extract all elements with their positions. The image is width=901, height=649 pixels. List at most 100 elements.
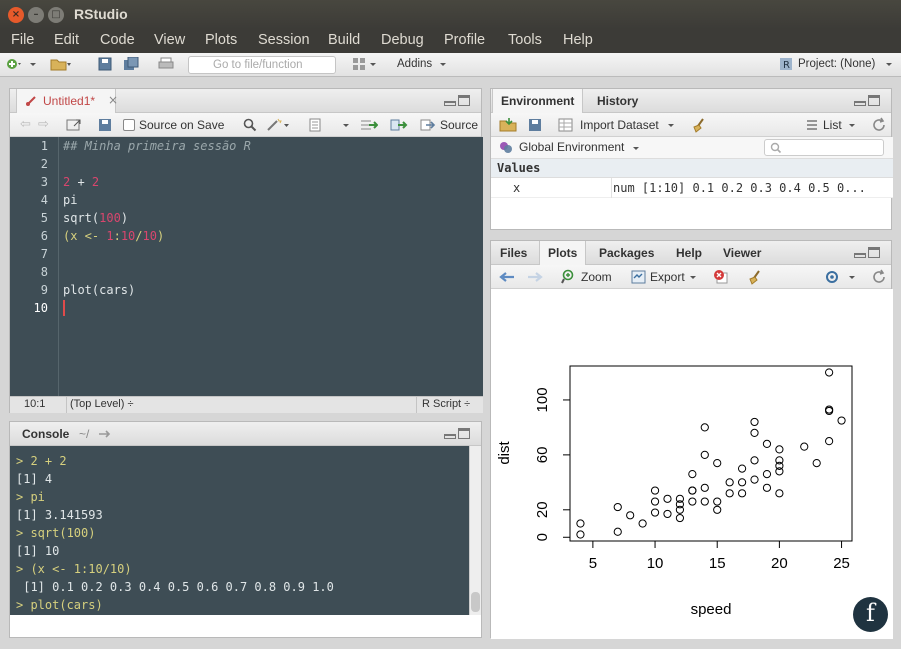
console-line: [1] 4	[16, 472, 53, 486]
tab-close-icon[interactable]: ×	[108, 93, 119, 107]
rerun-icon[interactable]	[390, 118, 408, 132]
list-view-selector[interactable]: List	[823, 118, 842, 132]
addins-menu[interactable]: Addins	[397, 58, 433, 70]
data-point	[750, 456, 759, 465]
open-folder-icon[interactable]	[50, 57, 72, 71]
previous-plot-icon[interactable]	[499, 271, 515, 283]
data-point	[650, 497, 660, 506]
scope-selector[interactable]: (Top Level) ÷	[70, 398, 134, 410]
menu-session[interactable]: Session	[258, 32, 310, 48]
tab-help[interactable]: Help	[668, 241, 710, 265]
text-cursor	[63, 300, 65, 316]
list-dropdown-icon[interactable]	[847, 118, 857, 132]
save-workspace-icon[interactable]	[528, 118, 542, 132]
import-dataset-button[interactable]: Import Dataset	[580, 118, 659, 132]
menu-build[interactable]: Build	[328, 32, 361, 48]
export-button[interactable]: Export	[650, 270, 685, 284]
save-all-icon[interactable]	[123, 57, 139, 71]
show-in-window-icon[interactable]	[66, 118, 82, 132]
new-file-icon[interactable]	[6, 57, 22, 71]
plots-minmax[interactable]	[854, 247, 880, 259]
addins-dropdown-icon[interactable]	[438, 57, 448, 71]
menu-debug[interactable]: Debug	[381, 32, 424, 48]
source-button[interactable]: Source	[440, 118, 479, 132]
console-title[interactable]: Console	[22, 427, 70, 441]
console-goto-dir-icon[interactable]	[98, 428, 112, 440]
export-dropdown-icon[interactable]	[688, 270, 698, 284]
code-tools-wand-icon[interactable]	[266, 118, 290, 132]
tab-environment[interactable]: Environment	[492, 89, 584, 113]
data-point	[750, 417, 759, 427]
project-menu[interactable]: Project: (None)	[798, 58, 876, 70]
file-type-selector[interactable]: R Script ÷	[422, 398, 471, 410]
goto-file-input[interactable]: Go to file/function	[188, 56, 336, 74]
menu-profile[interactable]: Profile	[444, 32, 486, 48]
menu-view[interactable]: View	[154, 32, 186, 48]
import-dataset-icon[interactable]	[558, 118, 576, 132]
compile-report-icon[interactable]	[308, 118, 322, 132]
editor-save-icon[interactable]	[98, 118, 112, 132]
tab-packages[interactable]: Packages	[591, 241, 662, 265]
console-scroll-thumb[interactable]	[471, 592, 480, 612]
editor-minmax[interactable]	[444, 95, 470, 107]
run-line-icon[interactable]	[360, 118, 378, 132]
console-minmax[interactable]	[444, 428, 470, 440]
source-icon[interactable]	[420, 118, 436, 132]
global-environment-selector[interactable]: Global Environment	[519, 140, 625, 154]
environment-search-input[interactable]	[764, 139, 884, 156]
window-minimize-button[interactable]: –	[28, 7, 44, 23]
zoom-magnifier-icon[interactable]	[561, 269, 577, 285]
menu-tools[interactable]: Tools	[508, 32, 542, 48]
console-scrollbar[interactable]	[469, 446, 481, 615]
source-on-save-label: Source on Save	[139, 118, 225, 132]
source-on-save-checkbox[interactable]	[123, 119, 135, 131]
console-output[interactable]: > 2 + 2 [1] 4 > pi [1] 3.141593 > sqrt(1…	[10, 446, 472, 615]
tab-history[interactable]: History	[589, 89, 646, 113]
export-icon[interactable]	[631, 270, 647, 284]
tab-untitled1[interactable]: Untitled1*	[16, 89, 116, 113]
plots-refresh-icon[interactable]	[871, 269, 887, 285]
window-close-button[interactable]: ×	[8, 7, 24, 23]
menu-plots[interactable]: Plots	[205, 32, 238, 48]
find-magnifier-icon[interactable]	[243, 118, 257, 132]
console-tabstrip: Console ~/	[10, 422, 481, 446]
env-variable-row[interactable]: x num [1:10] 0.1 0.2 0.3 0.4 0.5 0...	[491, 178, 893, 198]
env-column-divider	[611, 178, 612, 198]
clear-broom-icon[interactable]	[691, 117, 707, 133]
env-scope-dropdown-icon[interactable]	[631, 142, 641, 154]
load-workspace-icon[interactable]	[499, 117, 519, 132]
import-dropdown-icon[interactable]	[666, 118, 676, 132]
tab-plots[interactable]: Plots	[539, 241, 587, 265]
clear-plots-broom-icon[interactable]	[747, 269, 763, 285]
zoom-button[interactable]: Zoom	[581, 270, 612, 284]
menu-help[interactable]: Help	[563, 32, 593, 48]
next-plot-icon[interactable]	[527, 271, 543, 283]
forward-arrow-icon[interactable]: ⇨	[38, 116, 49, 131]
editor-toolbar: ⇦ ⇨ Source on Save Source	[10, 113, 481, 137]
window-maximize-button[interactable]: □	[48, 7, 64, 23]
data-point	[737, 489, 747, 498]
print-icon[interactable]	[158, 57, 174, 71]
save-icon[interactable]	[97, 57, 113, 71]
menu-code[interactable]: Code	[100, 32, 135, 48]
back-arrow-icon[interactable]: ⇦	[20, 116, 31, 131]
remove-plot-icon[interactable]	[713, 269, 729, 285]
publish-icon[interactable]	[823, 270, 841, 284]
menu-file[interactable]: File	[11, 32, 35, 48]
tab-packages-label: Packages	[599, 246, 655, 260]
tab-files[interactable]: Files	[492, 241, 535, 265]
run-dropdown-icon[interactable]	[341, 118, 351, 132]
environment-minmax[interactable]	[854, 95, 880, 107]
line-number: 8	[40, 265, 48, 279]
data-point	[700, 423, 709, 432]
publish-dropdown-icon[interactable]	[847, 270, 857, 284]
project-dropdown-icon[interactable]	[884, 57, 894, 71]
data-point	[825, 368, 834, 377]
menu-edit[interactable]: Edit	[54, 32, 79, 48]
grid-layout-icon[interactable]	[352, 57, 378, 71]
code-editor[interactable]: 1 2 3 4 5 6 7 8 9 10 ## Minha primeira s…	[10, 137, 483, 396]
refresh-icon[interactable]	[871, 117, 887, 133]
tab-viewer[interactable]: Viewer	[715, 241, 769, 265]
new-file-dropdown-icon[interactable]	[28, 57, 38, 71]
data-point	[576, 519, 585, 528]
